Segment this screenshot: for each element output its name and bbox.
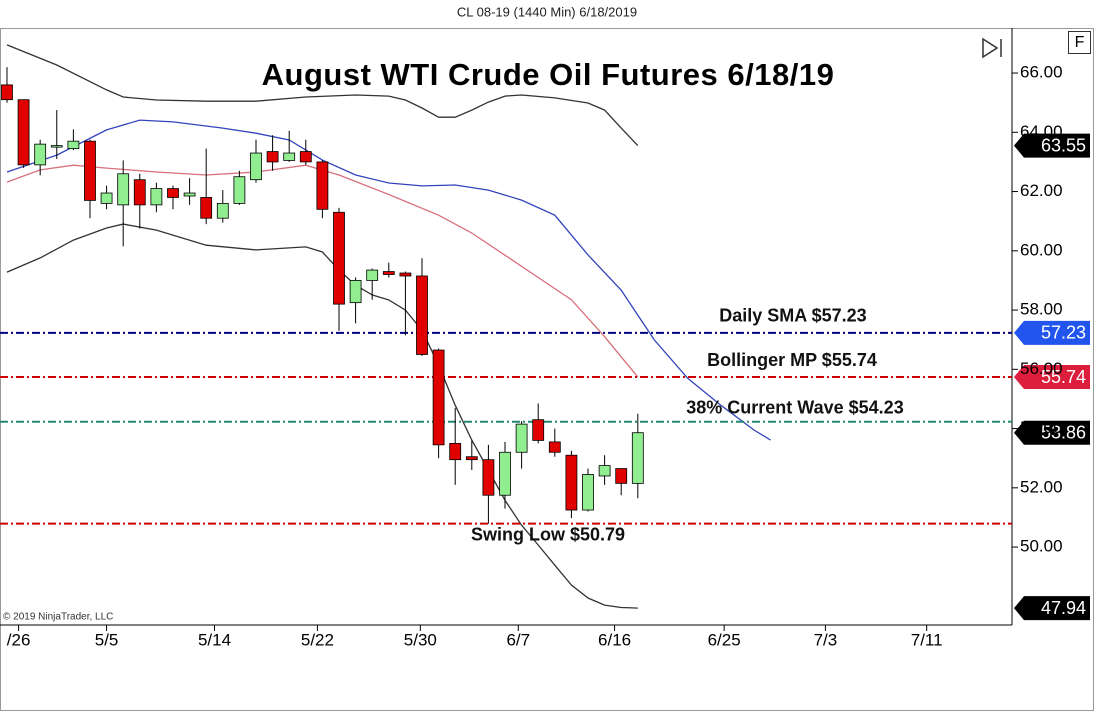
candle-body xyxy=(67,140,80,149)
candle-body xyxy=(183,192,196,197)
candle-body xyxy=(133,179,146,206)
price-marker xyxy=(1014,365,1090,390)
x-tick-label: 6/16 xyxy=(598,630,631,649)
candle-body xyxy=(34,143,47,166)
candle-body xyxy=(316,161,329,210)
y-tick-label: 58.00 xyxy=(1020,300,1063,319)
candle-body xyxy=(349,280,362,304)
price-marker xyxy=(1014,596,1090,621)
y-tick-label: 60.00 xyxy=(1020,240,1063,259)
candle-body xyxy=(615,468,628,484)
indicator-line xyxy=(6,44,639,147)
play-icon[interactable] xyxy=(982,37,1002,59)
candle-body xyxy=(233,176,246,204)
candle-body xyxy=(266,151,279,163)
candle-body xyxy=(598,465,611,477)
plot-area: Daily SMA $57.23 Bollinger MP $55.74 38% C… xyxy=(0,44,1012,609)
copyright: © 2019 NinjaTrader, LLC xyxy=(3,612,113,623)
candle-body xyxy=(515,423,528,453)
candle-body xyxy=(416,275,428,355)
candle-body xyxy=(432,349,445,446)
price-marker-label: 55.74 xyxy=(1041,367,1086,387)
x-tick-label: /26 xyxy=(7,630,31,649)
y-tick-label: 66.00 xyxy=(1020,63,1063,82)
price-marker xyxy=(1014,320,1090,345)
price-marker-label: 53.86 xyxy=(1041,422,1086,442)
candle-body xyxy=(167,188,179,198)
candle-body xyxy=(17,99,30,166)
x-tick-label: 5/22 xyxy=(301,630,334,649)
level-label: 38% Current Wave $54.23 xyxy=(686,398,903,418)
panel-button[interactable] xyxy=(1068,31,1091,54)
x-tick-label: 5/14 xyxy=(198,630,231,649)
y-tick-label: 56.00 xyxy=(1020,359,1063,378)
overlay: 63.55 57.23 55.74 53.86 47.94 xyxy=(1014,133,1090,621)
y-tick-label: 52.00 xyxy=(1020,477,1063,496)
candle-body xyxy=(299,151,312,163)
candle-body xyxy=(200,197,213,219)
level-label: Swing Low $50.79 xyxy=(471,524,625,544)
x-tick-label: 7/3 xyxy=(814,630,838,649)
candle-body xyxy=(499,451,511,496)
price-marker-label: 63.55 xyxy=(1041,135,1086,155)
candle-body xyxy=(366,269,379,281)
candle-body xyxy=(582,474,594,511)
candle-body xyxy=(150,188,163,206)
candle-body xyxy=(84,140,96,201)
candle-body xyxy=(482,459,495,496)
price-marker-label: 57.23 xyxy=(1041,323,1086,343)
y-tick-label: 64.00 xyxy=(1020,122,1063,141)
x-tick-label: 6/7 xyxy=(506,630,530,649)
candle-body xyxy=(532,419,545,441)
candle-body xyxy=(50,145,63,148)
candle-body xyxy=(449,442,462,461)
y-tick-label: 54.00 xyxy=(1020,418,1063,437)
candle-body xyxy=(565,454,578,511)
price-marker xyxy=(1014,420,1090,445)
x-tick-label: 5/5 xyxy=(95,630,119,649)
x-tick-label: 5/30 xyxy=(404,630,437,649)
level-label: Daily SMA $57.23 xyxy=(719,306,866,326)
candle-body xyxy=(399,272,412,277)
candle-body xyxy=(117,173,130,206)
candle-body xyxy=(283,152,296,161)
y-tick-label: 50.00 xyxy=(1020,537,1063,556)
header: CL 08-19 (1440 Min) 6/18/2019 xyxy=(457,4,637,19)
panel-button-label[interactable]: F xyxy=(1075,34,1085,51)
chart-title: August WTI Crude Oil Futures 6/18/19 xyxy=(262,57,835,92)
candle-body xyxy=(250,152,262,181)
play-triangle[interactable] xyxy=(982,37,999,59)
candle-body xyxy=(333,211,345,305)
price-marker xyxy=(1014,133,1090,158)
candle-body xyxy=(1,84,13,101)
y-tick-label: 62.00 xyxy=(1020,181,1063,200)
x-tick-label: 7/11 xyxy=(911,630,943,649)
candle-body xyxy=(382,271,395,275)
level-label: Bollinger MP $55.74 xyxy=(707,350,877,370)
price-marker-label: 47.94 xyxy=(1041,598,1086,618)
candle-body xyxy=(100,192,113,204)
candle-body xyxy=(631,432,644,484)
candle-body xyxy=(465,456,478,461)
x-tick-label: 6/25 xyxy=(708,630,741,649)
indicator-line xyxy=(6,119,771,441)
candle-body xyxy=(216,202,229,219)
candle-body xyxy=(548,441,561,453)
